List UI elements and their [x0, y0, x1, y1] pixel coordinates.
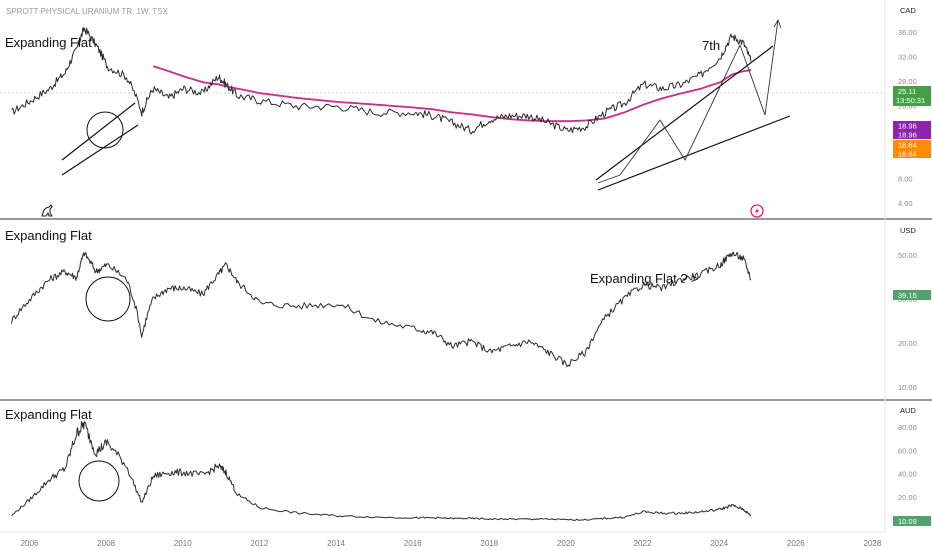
currency-label-aud: AUD — [900, 406, 916, 415]
price-tick-label: 40.00 — [898, 470, 917, 479]
annotation-expanding-flat-aud: Expanding Flat — [5, 407, 92, 422]
badge-purple-1: 18.96 — [898, 122, 917, 131]
year-tick-label: 2022 — [634, 539, 652, 548]
annotation-expanding-flat-question: Expanding Flat ? > — [590, 271, 699, 286]
aud-badge-bg — [893, 516, 931, 526]
price-tick-label: 20.00 — [898, 493, 917, 502]
usd-badge: 39.15 — [898, 291, 917, 300]
year-tick-label: 2008 — [97, 539, 115, 548]
badge-orange-1-bg — [893, 140, 931, 149]
badge-purple-2-bg — [893, 130, 931, 139]
badge-purple-1-bg — [893, 121, 931, 130]
expanding-upper-line[interactable] — [595, 45, 774, 181]
price-tick-label: 20.00 — [898, 339, 917, 348]
expanding-lower-line[interactable] — [597, 115, 791, 191]
year-tick-label: 2024 — [710, 539, 728, 548]
price-tick-label: 50.00 — [898, 251, 917, 260]
currency-label-cad: CAD — [900, 6, 916, 15]
usd-price-series — [11, 251, 752, 367]
annotation-expanding-flat-usd: Expanding Flat — [5, 228, 92, 243]
channel-lower-line-left[interactable] — [61, 124, 139, 176]
price-badge-current: 25.11 13:50:31 — [893, 86, 931, 106]
cad-price-series — [11, 27, 752, 135]
symbol-title: SPROTT PHYSICAL URANIUM TR, 1W, TSX — [6, 7, 169, 16]
year-tick-label: 2010 — [174, 539, 192, 548]
badge-orange-2: 18.64 — [898, 150, 917, 159]
badge-orange-1: 18.64 — [898, 141, 917, 150]
year-tick-label: 2020 — [557, 539, 575, 548]
moving-average-line-2 — [153, 65, 751, 122]
price-badge-bg — [893, 86, 931, 106]
usd-badge-bg — [893, 290, 931, 300]
highlight-circle-cad[interactable] — [86, 111, 124, 149]
year-tick-label: 2018 — [480, 539, 498, 548]
year-tick-label: 2006 — [21, 539, 39, 548]
highlight-circle-aud[interactable] — [78, 460, 120, 502]
price-badge-time: 13:50:31 — [896, 96, 925, 105]
price-tick-label: 36.00 — [898, 28, 917, 37]
lightning-bolt-icon[interactable] — [750, 204, 764, 218]
price-tick-label: 10.00 — [898, 383, 917, 392]
currency-label-usd: USD — [900, 226, 916, 235]
price-tick-label: 28.00 — [898, 77, 917, 86]
channel-upper-line-left[interactable] — [61, 102, 136, 161]
price-tick-label: 80.00 — [898, 423, 917, 432]
year-tick-label: 2028 — [864, 539, 882, 548]
badge-orange-2-bg — [893, 149, 931, 158]
arrowhead-icon — [773, 18, 782, 29]
aud-badge: 10.09 — [898, 517, 917, 526]
highlight-circle-usd[interactable] — [85, 276, 131, 322]
year-tick-label: 2026 — [787, 539, 805, 548]
price-tick-label: 4.00 — [898, 199, 913, 208]
annotation-7th: 7th — [702, 38, 720, 53]
price-tick-label: 8.00 — [898, 175, 913, 184]
annotation-expanding-flat-cad: Expanding Flat — [5, 35, 92, 50]
price-tick-label: 32.00 — [898, 52, 917, 61]
tradingview-dino-icon[interactable] — [41, 204, 53, 217]
badge-purple-2: 18.96 — [898, 131, 917, 140]
pane-cad[interactable]: CAD 36.0032.0028.0020.0016.0012.008.004.… — [0, 6, 931, 218]
year-tick-label: 2012 — [251, 539, 269, 548]
wave-path-drawing[interactable] — [597, 19, 779, 184]
year-tick-label: 2014 — [327, 539, 345, 548]
year-tick-label: 2016 — [404, 539, 422, 548]
time-axis[interactable]: 2006 2008 2010 2012 2014 2016 2018 2020 2022 2024… — [21, 539, 882, 548]
price-badge-value: 25.11 — [898, 87, 916, 96]
price-tick-label: 60.00 — [898, 446, 917, 455]
aud-price-series — [11, 421, 752, 521]
